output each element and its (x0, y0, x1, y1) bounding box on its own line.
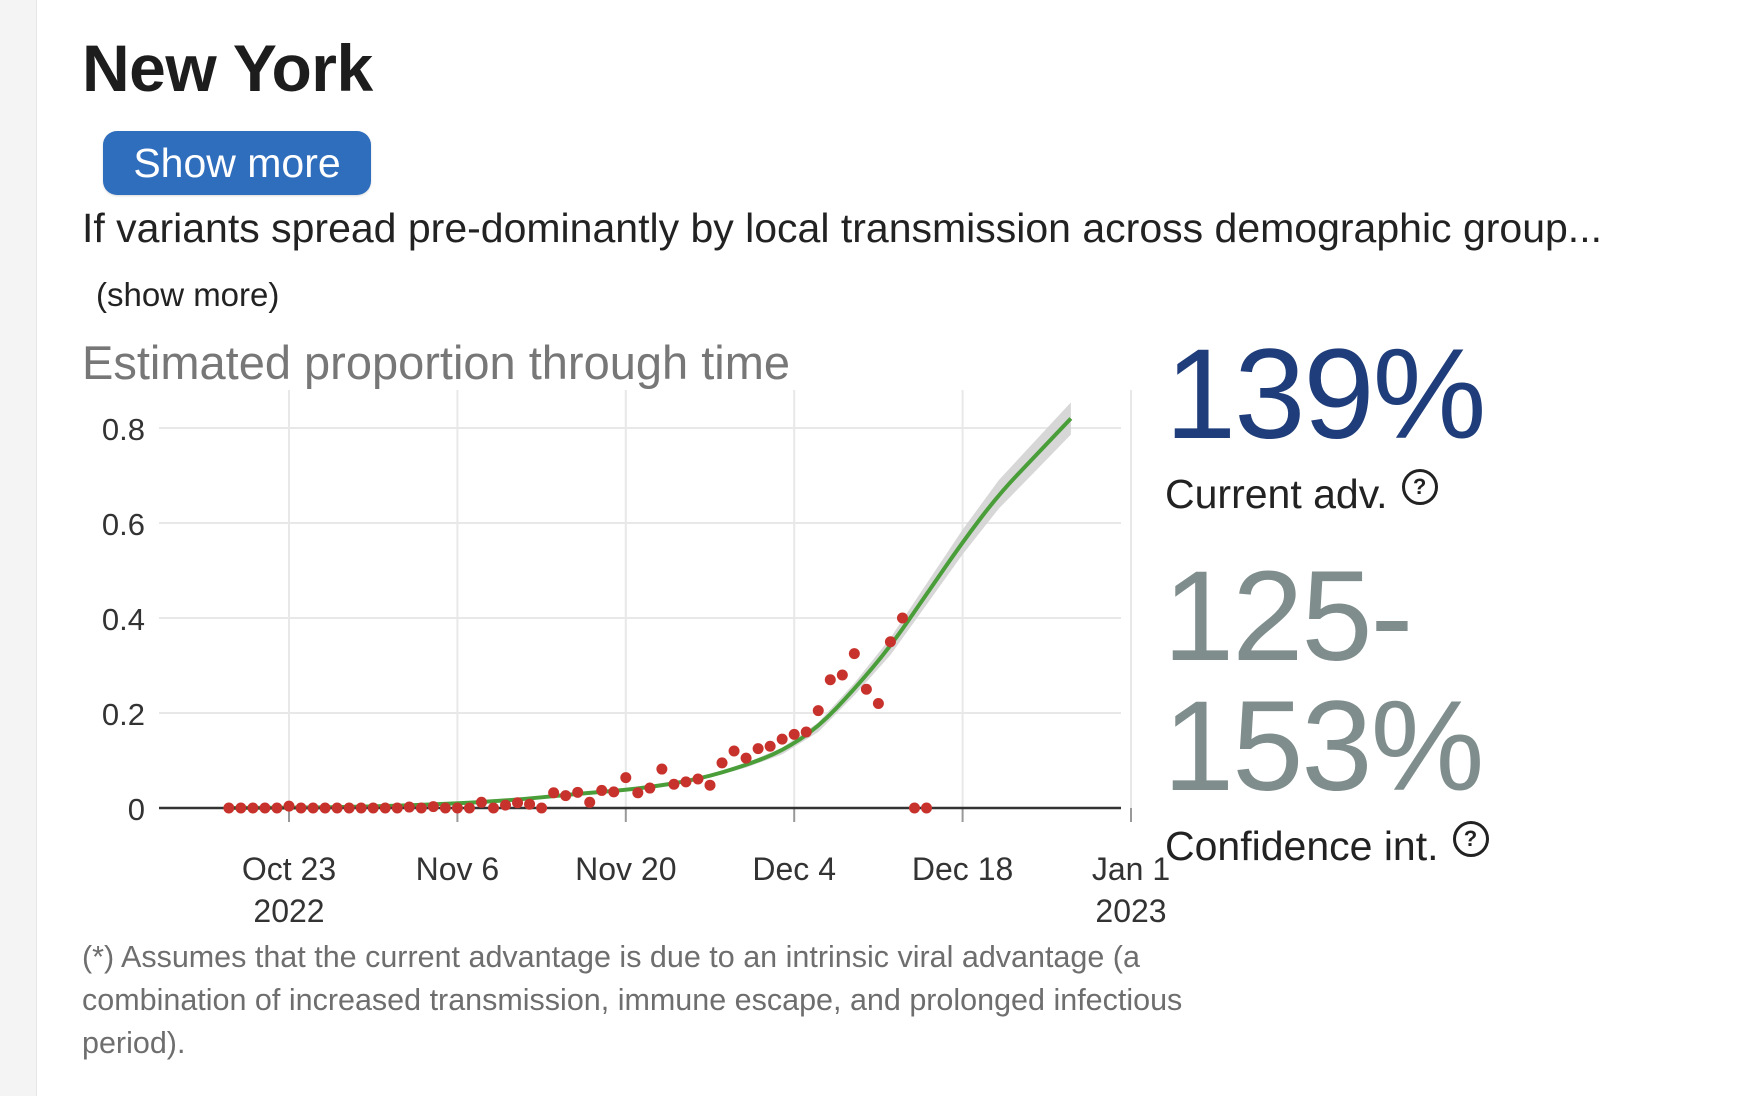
data-point (512, 797, 524, 809)
data-point (355, 802, 367, 814)
data-point (247, 802, 259, 814)
data-point (668, 778, 680, 790)
region-description: If variants spread pre-dominantly by loc… (82, 205, 1602, 251)
data-point (331, 802, 343, 814)
data-point (764, 740, 776, 752)
chart-svg: 0 0.2 0.4 0.6 0.8 Oct 23 2022 Nov 6 Nov 20 Dec 4 D… (102, 390, 1170, 929)
y-tick-label: 0.4 (102, 602, 145, 637)
data-point (740, 752, 752, 764)
help-icon[interactable]: ? (1452, 821, 1489, 857)
current-advantage-value: 139% (1165, 323, 1486, 466)
data-point (427, 801, 439, 813)
data-point (403, 801, 415, 813)
confidence-band (228, 402, 1071, 808)
data-point (584, 796, 596, 808)
data-point (716, 757, 728, 769)
current-advantage-label-row: Current adv.? (1165, 468, 1438, 520)
data-point (632, 787, 644, 799)
data-point (379, 802, 391, 814)
x-tick-label: Dec 4 (752, 851, 836, 887)
show-more-button[interactable]: Show more (103, 131, 371, 195)
data-point (921, 802, 933, 814)
data-point (271, 802, 283, 814)
x-tick-label: Nov 6 (416, 851, 500, 887)
data-point (644, 782, 656, 794)
region-title: New York (82, 31, 373, 105)
confidence-interval-value: 125-153% (1163, 545, 1484, 818)
data-point (596, 784, 608, 796)
data-point (704, 779, 716, 791)
y-tick-label: 0.2 (102, 697, 145, 732)
x-tick-year-label: 2022 (253, 893, 324, 929)
data-point (884, 636, 896, 648)
x-tick-year-label: 2023 (1095, 893, 1166, 929)
x-tick-label: Jan 1 (1092, 851, 1170, 887)
data-point (692, 773, 704, 785)
confidence-interval-label-row: Confidence int.? (1165, 820, 1489, 872)
data-point (728, 745, 740, 757)
data-point (908, 802, 920, 814)
data-point (620, 772, 632, 784)
data-point (812, 705, 824, 717)
y-tick-label: 0 (128, 792, 145, 827)
data-point (283, 800, 295, 812)
y-tick-label: 0.8 (102, 412, 145, 447)
data-point (307, 802, 319, 814)
x-tick-label: Nov 20 (575, 851, 676, 887)
data-point (391, 802, 403, 814)
data-point (463, 802, 475, 814)
data-point (680, 776, 692, 788)
data-point (656, 763, 668, 775)
current-advantage-label: Current adv. (1165, 471, 1388, 517)
proportion-chart: 0 0.2 0.4 0.6 0.8 Oct 23 2022 Nov 6 Nov 20 Dec 4 D… (1, 390, 1181, 930)
region-card: New York Show more If variants spread pr… (36, 0, 1754, 1096)
data-point (235, 802, 247, 814)
chart-footnote: (*) Assumes that the current advantage i… (82, 940, 1183, 1060)
help-icon[interactable]: ? (1401, 469, 1438, 505)
data-point (536, 802, 548, 814)
confidence-interval-label: Confidence int. (1165, 823, 1439, 869)
data-point (295, 802, 307, 814)
data-point (439, 802, 451, 814)
data-point (451, 802, 463, 814)
data-point (836, 669, 848, 681)
data-point (487, 802, 499, 814)
fitted-line (228, 417, 1073, 810)
data-point (415, 802, 427, 814)
data-point (860, 683, 872, 695)
data-point (872, 698, 884, 709)
data-point (343, 802, 355, 814)
data-point (572, 786, 584, 798)
data-point (824, 674, 836, 686)
data-point (524, 798, 536, 810)
data-point (800, 726, 812, 738)
data-point (896, 612, 908, 624)
data-point (367, 802, 379, 814)
data-point (752, 743, 764, 755)
y-tick-label: 0.6 (102, 507, 145, 542)
chart-title: Estimated proportion through time (82, 336, 790, 389)
data-point (500, 799, 512, 811)
description-show-more-link[interactable]: (show more) (96, 276, 280, 313)
data-point (788, 728, 800, 740)
data-point (223, 802, 235, 814)
data-point (548, 787, 560, 799)
x-tick-label: Dec 18 (912, 851, 1013, 887)
data-point (608, 786, 620, 798)
data-point (475, 796, 487, 808)
x-tick-label: Oct 23 (242, 851, 336, 887)
data-point (848, 648, 860, 660)
data-point (776, 733, 788, 745)
data-point (319, 802, 331, 814)
data-point (560, 790, 572, 802)
data-point (259, 802, 271, 814)
